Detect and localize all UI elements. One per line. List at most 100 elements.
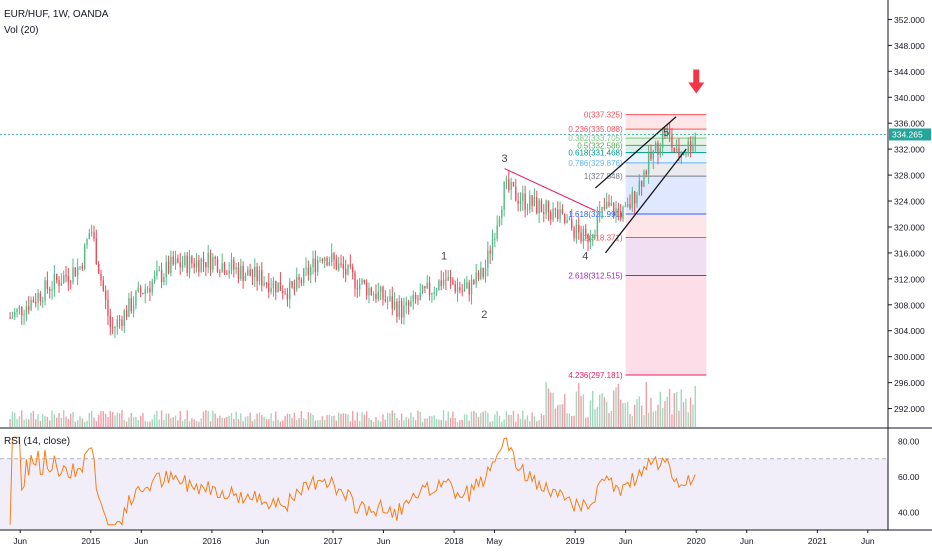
- volume-bar: [608, 412, 610, 428]
- candle-body: [28, 306, 30, 310]
- candle-body: [305, 267, 307, 269]
- candle-body: [174, 258, 177, 265]
- fib-zone: [625, 214, 707, 238]
- volume-bar: [433, 415, 435, 428]
- time-tick-label: Jun: [13, 536, 27, 546]
- candle-body: [244, 275, 247, 281]
- candle-body: [424, 286, 426, 289]
- volume-bar: [568, 413, 571, 428]
- volume-indicator-label[interactable]: Vol (20): [4, 25, 39, 36]
- volume-bar: [372, 421, 375, 428]
- volume-bar: [174, 415, 177, 428]
- wave-label: 4: [582, 250, 588, 262]
- candle-body: [88, 233, 91, 240]
- last-price-badge: [889, 128, 931, 141]
- volume-bar: [277, 419, 279, 428]
- candle-body: [568, 219, 571, 221]
- volume-bar: [617, 383, 620, 428]
- fib-level-label: 0.5(332.586): [577, 141, 623, 150]
- volume-bar: [612, 390, 615, 428]
- volume-bar: [56, 417, 58, 428]
- candle-body: [100, 273, 102, 281]
- candle-body: [675, 147, 678, 153]
- volume-bar: [23, 419, 25, 428]
- volume-bar: [249, 412, 251, 428]
- volume-bar: [643, 415, 645, 428]
- candle-body: [191, 256, 193, 264]
- candle-body: [207, 252, 209, 268]
- volume-bar: [566, 413, 568, 428]
- volume-bar: [400, 413, 403, 428]
- volume-bar: [564, 394, 566, 428]
- volume-bar: [640, 405, 643, 428]
- volume-bar: [16, 419, 18, 428]
- candle-body: [116, 319, 118, 327]
- candle-body: [14, 312, 16, 318]
- volume-bar: [291, 418, 293, 428]
- volume-bar: [547, 388, 550, 428]
- candle-body: [200, 258, 202, 272]
- price-tick-label: 348.000: [894, 41, 925, 51]
- volume-bar: [121, 410, 123, 428]
- volume-bar: [279, 421, 282, 428]
- candle-body: [42, 300, 44, 302]
- candle-body: [293, 287, 296, 290]
- last-price-label: 334.265: [892, 129, 923, 139]
- candle-body: [647, 153, 650, 175]
- candle-body: [608, 202, 610, 206]
- volume-bar: [170, 417, 172, 428]
- candle-body: [596, 216, 599, 235]
- volume-bar: [49, 420, 51, 428]
- rsi-indicator-label[interactable]: RSI (14, close): [4, 436, 71, 447]
- volume-bar: [489, 421, 491, 428]
- volume-bar: [74, 421, 77, 428]
- candle-body: [431, 293, 433, 295]
- volume-bar: [466, 414, 468, 428]
- price-tick-label: 352.000: [894, 15, 925, 25]
- volume-bar: [605, 401, 608, 428]
- volume-bar: [543, 415, 545, 428]
- candle-body: [398, 300, 400, 317]
- candle-body: [592, 235, 594, 238]
- candle-body: [125, 310, 128, 317]
- fib-zone: [625, 152, 707, 163]
- candle-body: [335, 259, 338, 270]
- candle-body: [265, 282, 268, 284]
- volume-bar: [578, 383, 580, 428]
- candle-body: [410, 301, 412, 306]
- candle-body: [575, 224, 578, 239]
- volume-bar: [307, 412, 310, 428]
- candle-body: [39, 293, 42, 301]
- candle-body: [123, 310, 125, 326]
- volume-bar: [109, 411, 111, 428]
- candle-body: [654, 142, 657, 151]
- channel-upper-line: [594, 116, 677, 189]
- volume-bar: [456, 421, 459, 428]
- volume-bar: [95, 421, 98, 428]
- symbol-title[interactable]: EUR/HUF, 1W, OANDA: [4, 9, 109, 20]
- candle-body: [216, 258, 219, 272]
- candle-body: [321, 259, 324, 261]
- volume-bar: [233, 418, 235, 428]
- candle-body: [631, 191, 634, 208]
- candle-body: [235, 267, 237, 270]
- candle-body: [160, 270, 163, 283]
- candle-body: [226, 273, 228, 275]
- candle-body: [195, 260, 198, 268]
- volume-bar: [442, 410, 445, 428]
- volume-bar: [526, 415, 529, 428]
- volume-bar: [452, 411, 454, 428]
- candle-body: [242, 265, 244, 281]
- volume-bar: [396, 417, 398, 428]
- volume-bar: [361, 412, 363, 428]
- candle-body: [638, 181, 641, 195]
- candle-body: [76, 267, 79, 277]
- candle-body: [536, 196, 538, 214]
- volume-bar: [123, 419, 125, 428]
- candle-body: [682, 153, 685, 155]
- candle-body: [454, 284, 456, 292]
- candle-body: [333, 253, 335, 260]
- volume-bar: [107, 417, 109, 428]
